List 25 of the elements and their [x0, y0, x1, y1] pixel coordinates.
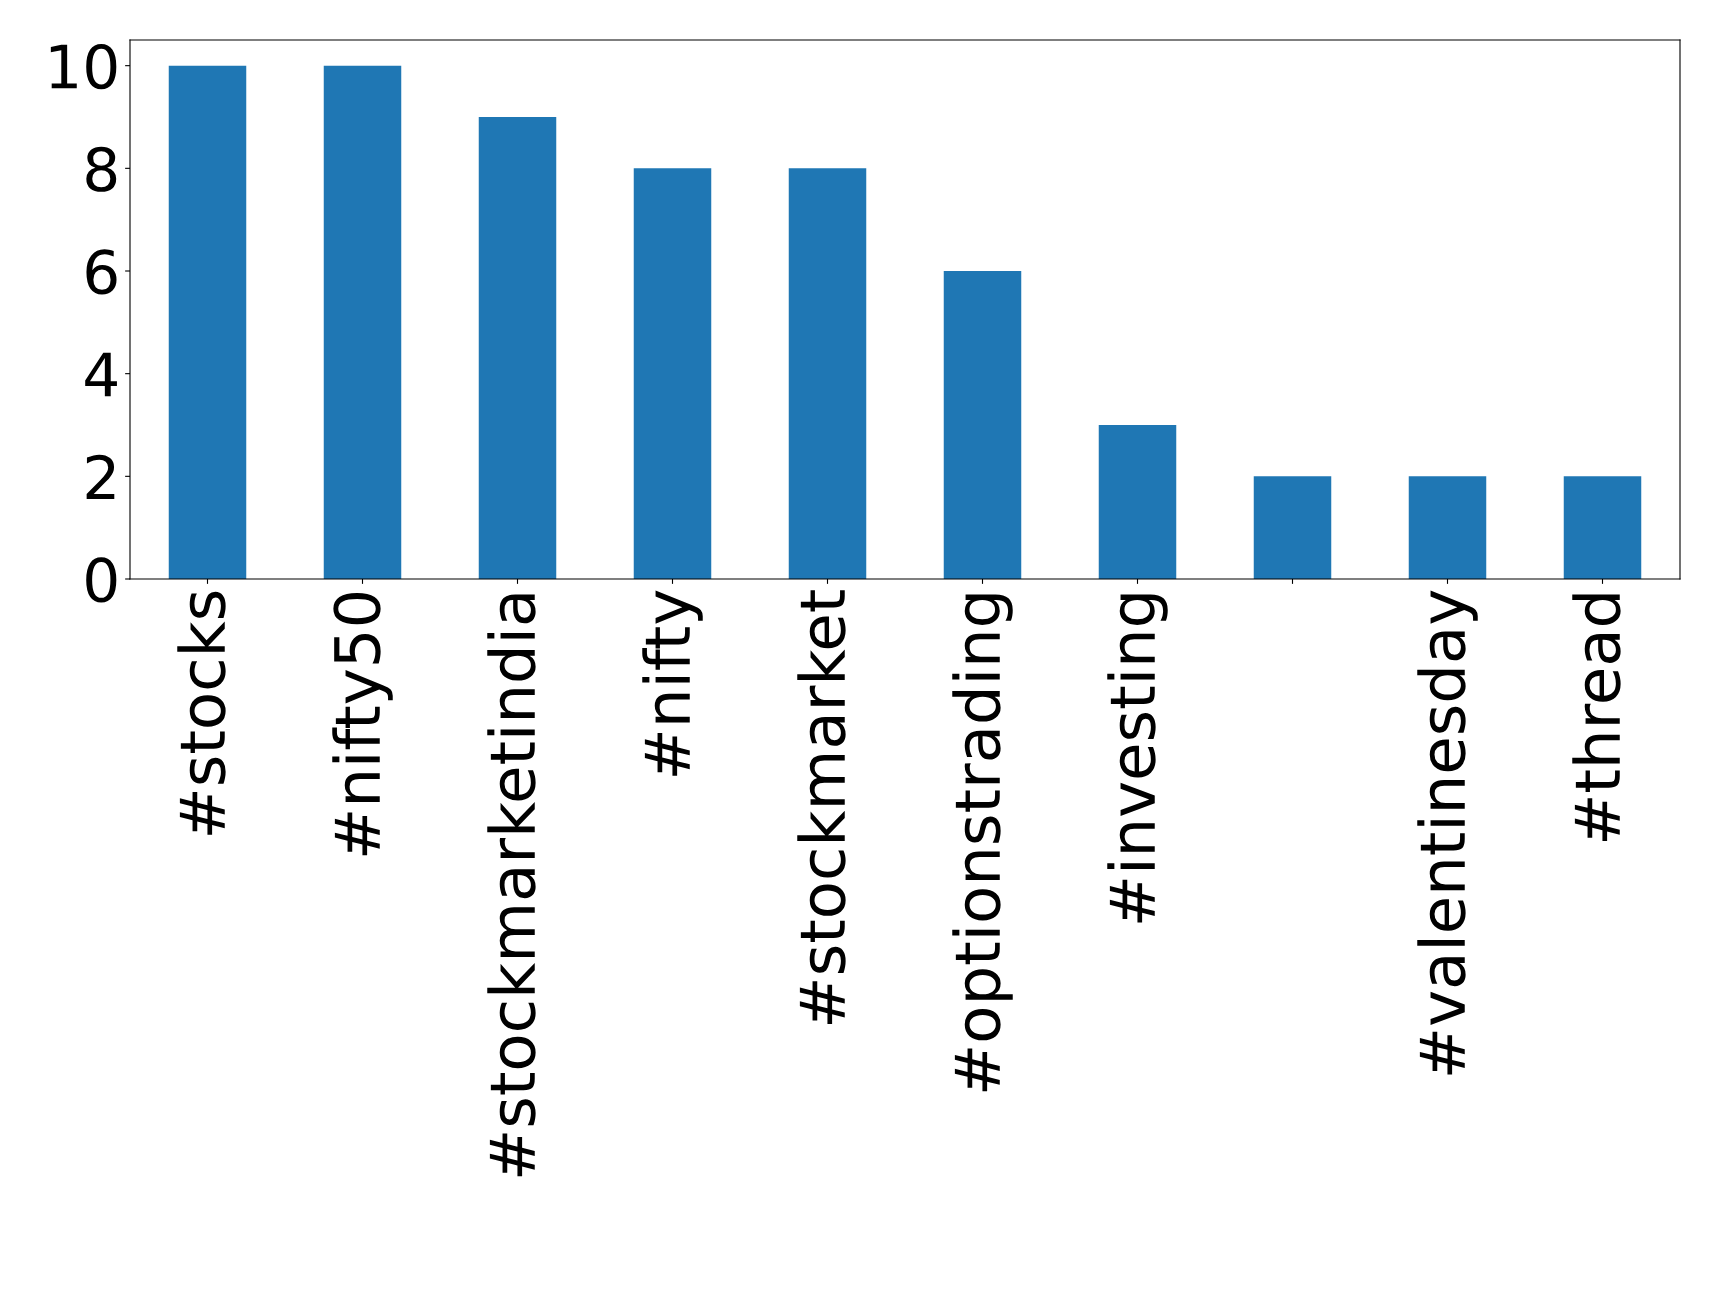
- bar: [1563, 476, 1642, 579]
- x-tick-label: #thread: [1572, 594, 1621, 842]
- y-tick-label: 0: [86, 557, 117, 603]
- x-tick-label: #valentinesday: [1417, 590, 1478, 1075]
- x-tick-label: #optionstrading: [952, 594, 1013, 1092]
- bar: [788, 168, 867, 579]
- bar: [168, 65, 247, 579]
- bar: [1253, 476, 1332, 579]
- x-tick-label: #stocks: [177, 591, 226, 835]
- x-tick-label: #stockmarketindia: [487, 594, 536, 1177]
- x-tick-label: #nifty: [642, 590, 703, 776]
- y-tick-label: 6: [86, 249, 117, 295]
- y-tick-label: 4: [85, 352, 117, 397]
- bar: [323, 65, 402, 579]
- y-tick-label: 2: [86, 454, 115, 500]
- bar: [633, 168, 712, 579]
- bar: [943, 271, 1022, 579]
- bar: [478, 117, 557, 579]
- x-tick-label: #stockmarket: [797, 590, 846, 1024]
- y-tick-label: 10: [50, 44, 117, 90]
- bar: [1408, 476, 1487, 579]
- x-tick-label: #investing: [1107, 594, 1168, 923]
- y-tick-label: 8: [86, 146, 117, 192]
- x-tick-label: #nifty50: [332, 592, 393, 856]
- bar: [1098, 425, 1177, 579]
